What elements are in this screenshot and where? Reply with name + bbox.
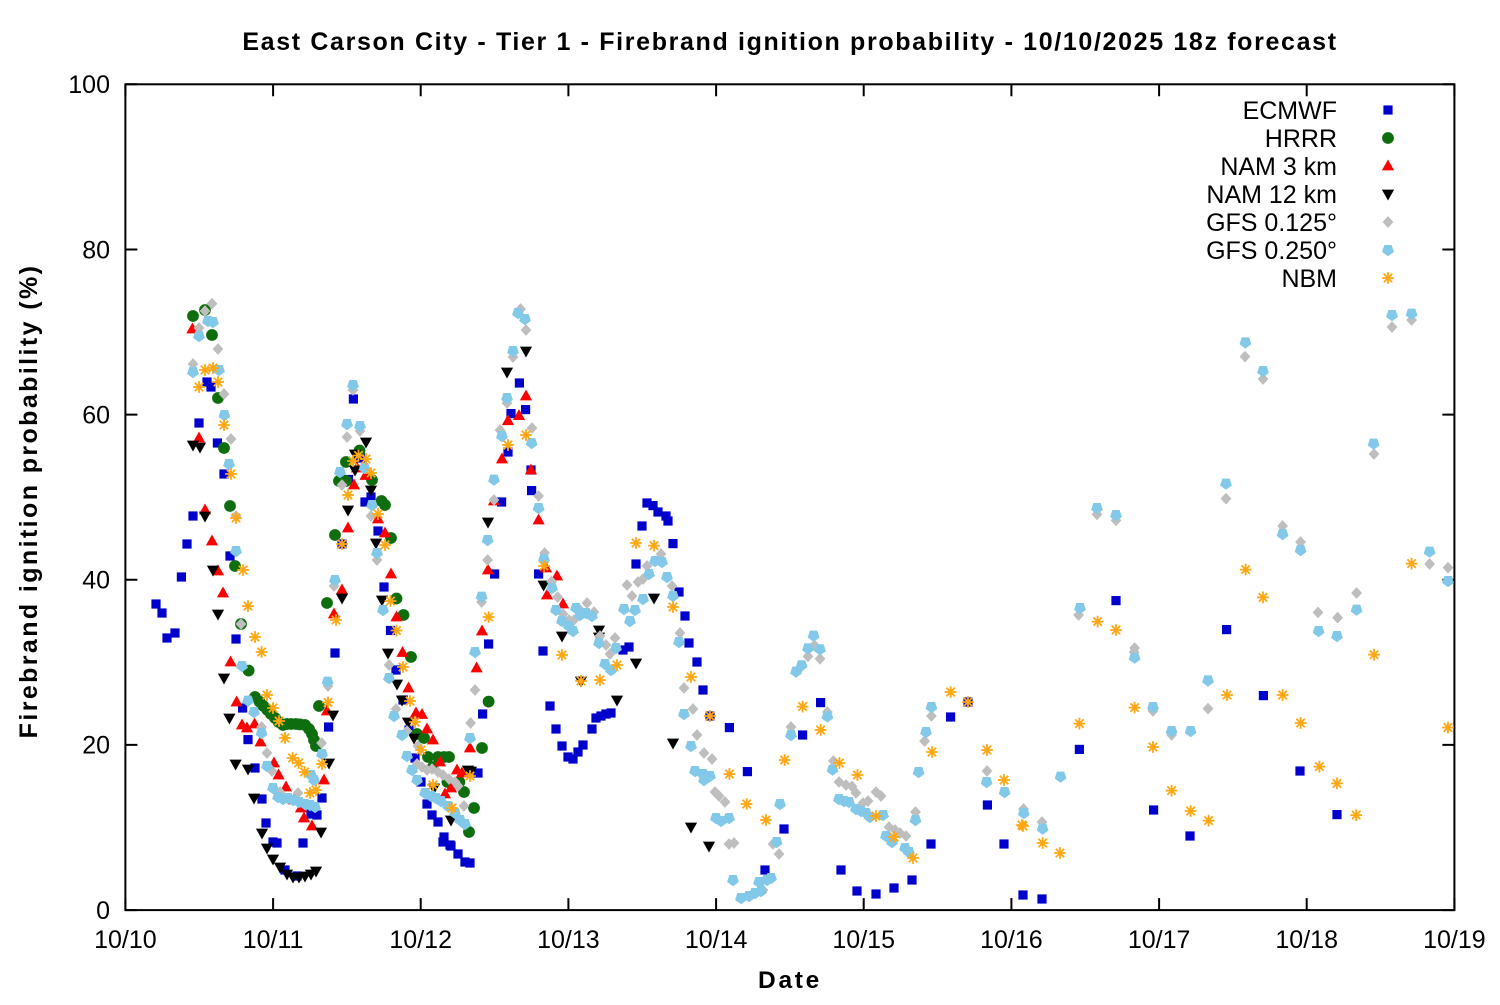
svg-text:Date: Date bbox=[758, 967, 822, 994]
svg-text:80: 80 bbox=[82, 236, 110, 264]
svg-text:10/12: 10/12 bbox=[389, 926, 452, 954]
svg-text:GFS 0.250°: GFS 0.250° bbox=[1206, 237, 1337, 265]
svg-text:40: 40 bbox=[82, 567, 110, 595]
svg-text:Firebrand ignition probability: Firebrand ignition probability (%) bbox=[15, 264, 43, 739]
svg-text:10/11: 10/11 bbox=[243, 926, 304, 954]
svg-text:NBM: NBM bbox=[1281, 265, 1337, 293]
svg-text:GFS 0.125°: GFS 0.125° bbox=[1206, 209, 1337, 237]
svg-text:10/18: 10/18 bbox=[1275, 926, 1338, 954]
svg-text:10/15: 10/15 bbox=[832, 926, 895, 954]
svg-text:100: 100 bbox=[68, 71, 110, 99]
svg-text:10/16: 10/16 bbox=[980, 926, 1043, 954]
svg-text:10/14: 10/14 bbox=[685, 926, 748, 954]
svg-text:East Carson City - Tier 1 - Fi: East Carson City - Tier 1 - Firebrand ig… bbox=[242, 28, 1337, 56]
svg-text:10/10: 10/10 bbox=[94, 926, 157, 954]
svg-text:HRRR: HRRR bbox=[1265, 125, 1337, 153]
svg-text:20: 20 bbox=[82, 732, 110, 760]
svg-text:10/17: 10/17 bbox=[1128, 926, 1191, 954]
svg-text:NAM 3 km: NAM 3 km bbox=[1220, 153, 1337, 181]
svg-text:0: 0 bbox=[96, 897, 110, 925]
svg-text:10/19: 10/19 bbox=[1423, 926, 1486, 954]
svg-text:NAM 12 km: NAM 12 km bbox=[1206, 181, 1337, 209]
svg-text:60: 60 bbox=[82, 401, 110, 429]
svg-text:10/13: 10/13 bbox=[537, 926, 600, 954]
svg-text:ECMWF: ECMWF bbox=[1243, 97, 1337, 125]
